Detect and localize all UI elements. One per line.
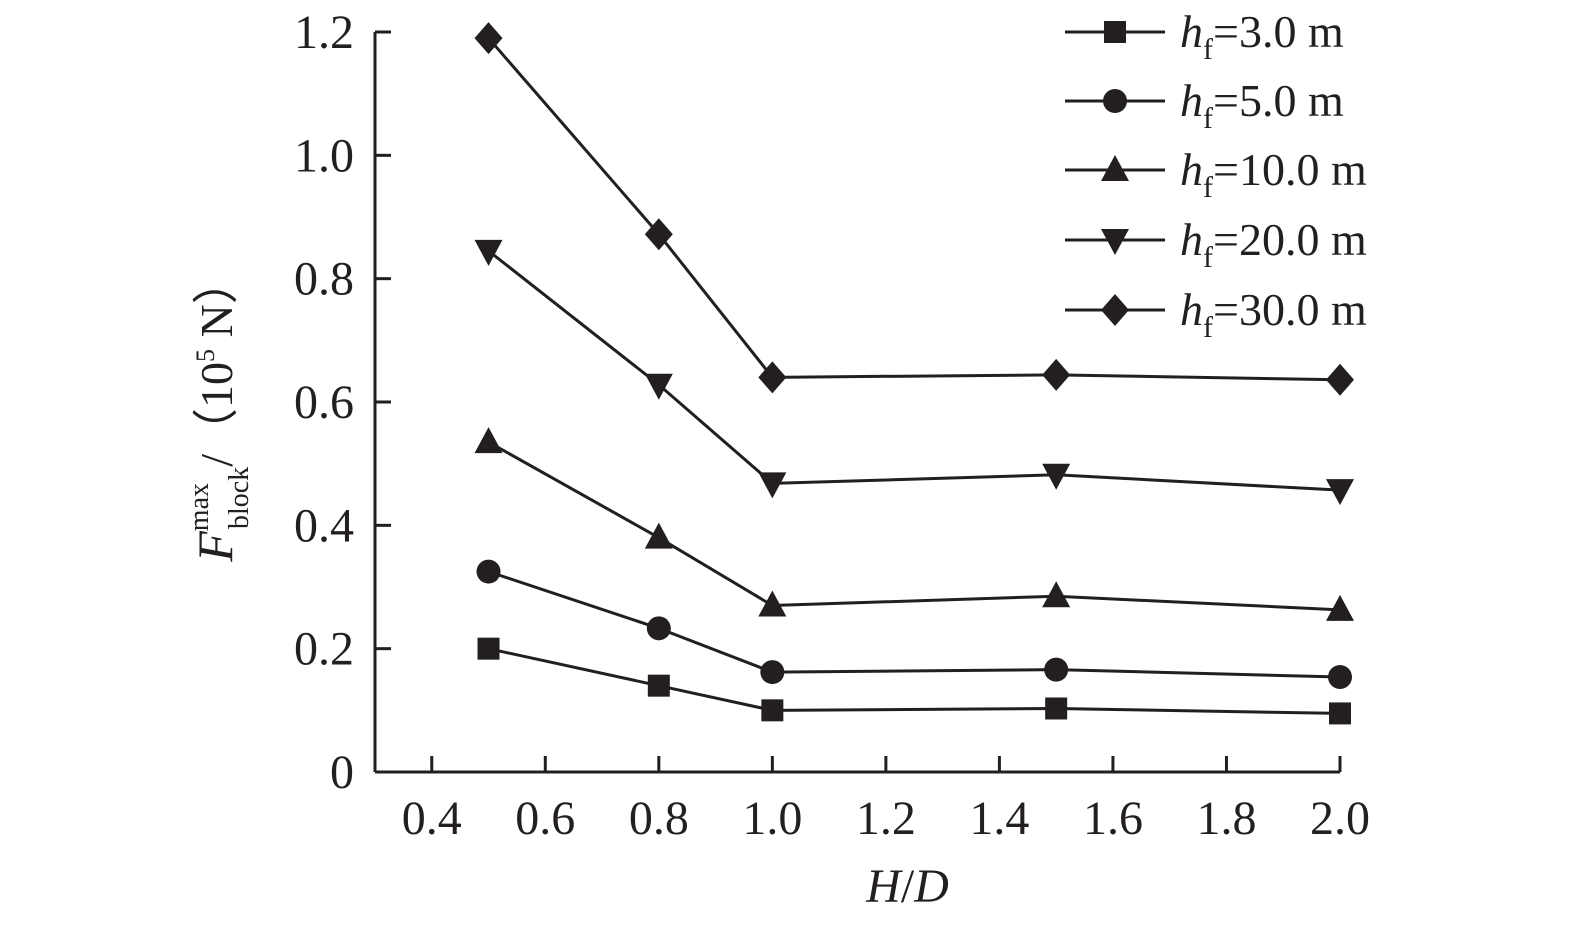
series-line [487,440,1341,612]
legend-item: hf=20.0 m [1065,214,1367,274]
x-axis-title-slash: / [901,860,915,913]
legend-label: hf=10.0 m [1180,144,1367,204]
data-point [644,373,673,400]
x-tick-label: 0.4 [402,792,462,845]
legend-label-h: h [1180,6,1203,57]
data-point [1329,702,1351,725]
x-tick-label: 0.8 [629,792,689,845]
legend-label-h: h [1180,214,1203,265]
data-point [646,616,671,641]
data-point [474,22,503,55]
legend-label-value: =3.0 m [1213,6,1344,57]
y-axis-title-unit-open: /（ [191,408,242,467]
data-point [477,637,500,660]
data-point [758,361,787,394]
x-axis-title-h: H [865,860,903,913]
legend-label-value: =5.0 m [1213,75,1344,126]
data-point [476,559,501,584]
y-axis-title-f: F [187,531,243,563]
data-point [647,674,670,697]
data-point [1326,594,1354,621]
data-point [761,699,784,722]
data-point [758,472,787,499]
x-tick-label: 1.0 [742,792,802,845]
legend-label-value: =30.0 m [1213,284,1367,335]
data-point [1042,463,1071,490]
x-tick-label: 2.0 [1310,792,1370,845]
series-triangle-up [474,427,1354,621]
x-tick-label: 1.8 [1196,792,1256,845]
legend-label-value: =20.0 m [1213,214,1367,265]
data-point [1044,657,1069,682]
y-tick-label: 0.2 [294,623,354,676]
legend-label-sub: f [1203,311,1213,344]
data-point [760,660,785,685]
legend-label-sub: f [1203,33,1213,66]
legend-label-h: h [1180,144,1203,195]
legend-label-sub: f [1203,102,1213,135]
y-axis-title-unit-exp: 5 [191,349,220,362]
y-tick-label: 0 [330,746,354,799]
x-axis-title-d: D [913,860,949,913]
data-point [644,218,673,251]
data-point [1326,479,1354,506]
y-tick-label: 0.6 [294,376,354,429]
legend-label-sub: f [1203,171,1213,204]
y-tick-label: 0.8 [294,253,354,306]
data-point [758,590,787,617]
x-tick-label: 0.6 [515,792,575,845]
data-point [1042,358,1071,391]
series-layer [474,22,1354,725]
legend-marker [1101,155,1129,181]
y-axis-title-text: Fmax block/（105 N） [184,258,255,563]
series-line [488,647,1341,715]
series-triangle-down [474,239,1354,506]
y-axis-title-sub: block [224,467,255,529]
data-point [474,427,503,454]
x-tick-label: 1.2 [856,792,916,845]
y-tick-label: 1.0 [294,129,354,182]
legend-marker [1104,21,1126,43]
legend: hf=3.0 mhf=5.0 mhf=10.0 mhf=20.0 mhf=30.… [1065,6,1367,344]
legend-label-h: h [1180,75,1203,126]
y-axis-title-sup: max [184,483,215,531]
x-tick-label: 1.4 [969,792,1029,845]
legend-label: hf=20.0 m [1180,214,1367,274]
y-axis-title-unit-num: 10 [191,362,242,408]
x-tick-label: 1.6 [1083,792,1143,845]
x-axis-title: H/D [865,860,949,913]
data-point [1328,665,1352,690]
legend-item: hf=5.0 m [1065,75,1344,135]
series-square [477,637,1351,725]
legend-label-h: h [1180,284,1203,335]
legend-item: hf=3.0 m [1065,6,1344,66]
series-line [488,570,1341,679]
legend-item: hf=10.0 m [1065,144,1367,204]
legend-marker [1101,229,1129,255]
legend-marker [1103,89,1127,113]
data-point [1326,363,1354,396]
legend-label-value: =10.0 m [1213,144,1367,195]
data-point [644,522,673,549]
data-point [474,239,503,266]
series-diamond [474,22,1354,396]
legend-marker [1101,294,1129,326]
data-point [1042,581,1071,608]
series-circle [476,559,1352,690]
legend-label: hf=30.0 m [1180,284,1367,344]
y-tick-label: 0.4 [294,499,354,552]
y-tick-label: 1.2 [294,6,354,59]
y-axis-title: Fmax block/（105 N） [184,258,255,563]
legend-item: hf=30.0 m [1065,284,1367,344]
legend-label-sub: f [1203,241,1213,274]
axes: 0.4 0.6 0.8 1.0 1.2 1.4 1.6 1.8 2.0 0 0.2 0.4 0.6 0.8… [184,6,1370,913]
legend-label: hf=3.0 m [1180,6,1344,66]
data-point [1045,697,1068,720]
y-axis-title-unit-rest: N） [191,258,242,349]
legend-label: hf=5.0 m [1180,75,1344,135]
